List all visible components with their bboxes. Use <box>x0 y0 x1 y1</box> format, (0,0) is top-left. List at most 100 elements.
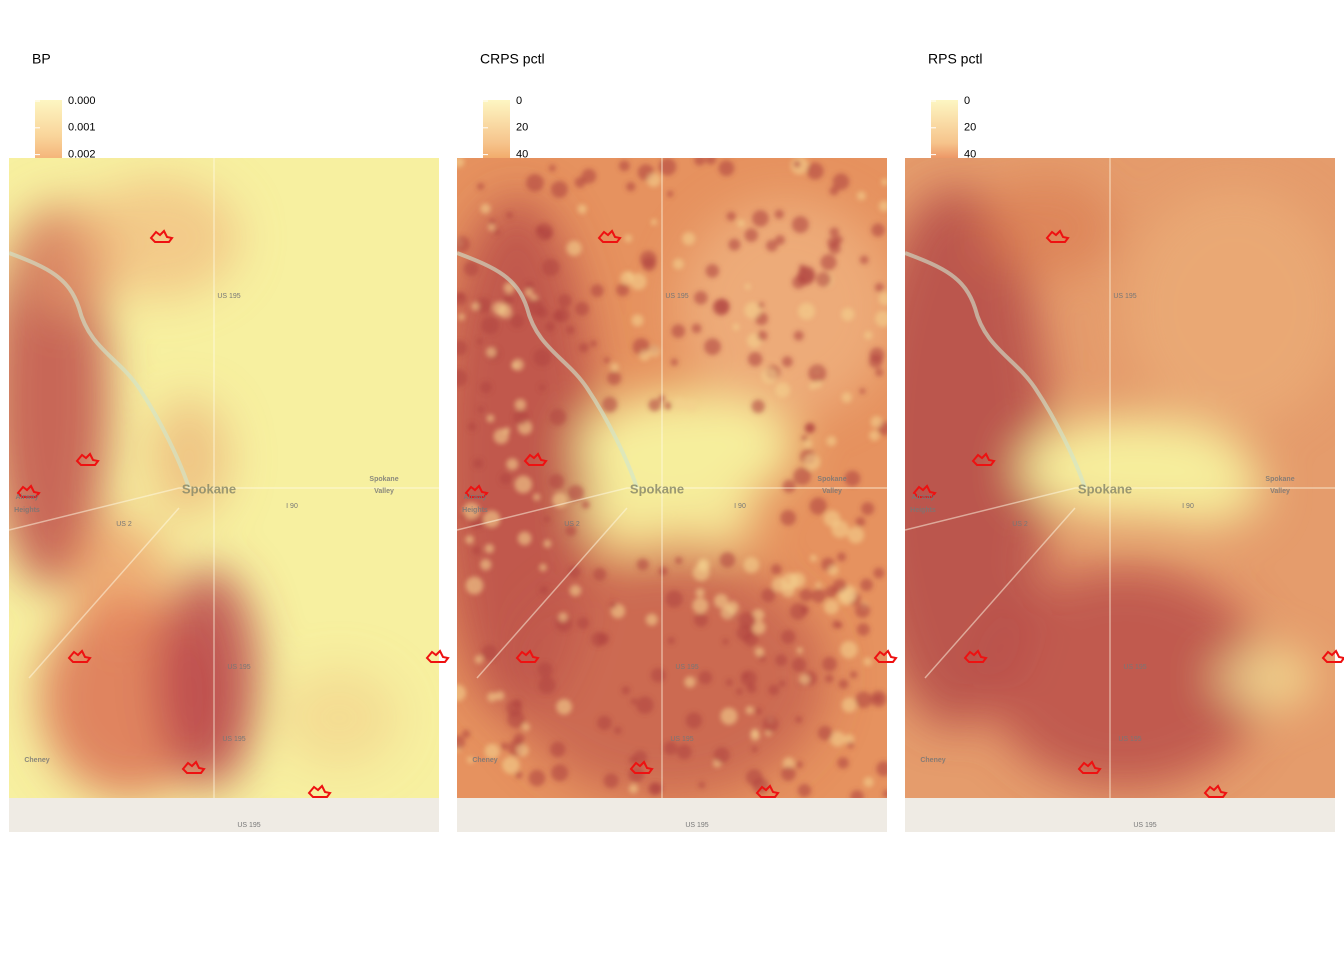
heat-speckle-dot <box>843 734 855 745</box>
map-label: Airway <box>464 494 487 501</box>
panel-title: RPS pctl <box>928 51 982 67</box>
heat-speckle-dot <box>860 578 873 592</box>
heat-speckle-dot <box>692 597 709 614</box>
heat-speckle-dot <box>665 590 683 608</box>
heat-speckle-dot <box>480 559 492 571</box>
heat-speckle-dot <box>841 307 855 321</box>
heat-speckle-dot <box>737 219 746 228</box>
heat-speckle-dot <box>551 764 569 782</box>
heat-speckle-dot <box>593 567 607 581</box>
heat-speckle-dot <box>538 384 546 391</box>
heat-speckle-dot <box>859 388 866 395</box>
heat-speckle-dot <box>535 226 544 234</box>
legend-label: 0.000 <box>68 95 96 107</box>
heat-speckle-dot <box>797 783 812 798</box>
heat-speckle-dot <box>857 623 870 636</box>
heat-speckle-dot <box>624 234 633 243</box>
heat-speckle-dot <box>782 757 795 770</box>
heat-speckle-dot <box>836 622 843 629</box>
heat-speckle-dot <box>774 234 785 245</box>
heat-speckle-dot <box>796 268 815 286</box>
heat-speckle-dot <box>830 731 846 747</box>
heat-speckle-dot <box>667 637 675 645</box>
map-label: US 195 <box>227 664 250 671</box>
heat-speckle-dot <box>670 358 679 366</box>
heat-speckle-dot <box>844 470 861 487</box>
heat-speckle-dot <box>645 613 658 626</box>
heat-speckle-dot <box>506 211 513 219</box>
heat-speckle-dot <box>648 782 662 796</box>
heat-speckle-dot <box>458 313 465 321</box>
fire-perimeter <box>1045 229 1070 243</box>
heat-speckle-dot <box>746 683 757 694</box>
heat-speckle-dot <box>780 509 796 526</box>
heat-speckle-dot <box>750 731 760 741</box>
heat-speckle-dot <box>514 399 527 411</box>
heat-speckle-dot <box>461 729 471 739</box>
heat-speckle-dot <box>533 348 552 367</box>
heat-speckle-dot <box>590 284 604 298</box>
fire-perimeter <box>425 649 450 663</box>
heat-speckle-dot <box>673 397 686 410</box>
heat-speckle-dot <box>793 330 804 341</box>
heat-speckle-dot <box>476 338 483 345</box>
heat-speckle-dot <box>646 173 661 188</box>
heat-speckle-dot <box>502 756 520 774</box>
map-label: Valley <box>374 488 394 495</box>
heat-speckle-dot <box>850 790 864 798</box>
heat-speckle-dot <box>814 380 823 388</box>
heat-speckle-dot <box>793 467 812 486</box>
heat-speckle <box>457 158 887 798</box>
heat-speckle-dot <box>628 756 637 765</box>
heat-speckle-dot <box>841 392 852 403</box>
heat-speckle-dot <box>567 565 581 579</box>
map-label: Spokane <box>1265 476 1294 483</box>
heat-speckle-dot <box>601 396 618 413</box>
heat-speckle-dot <box>639 350 651 361</box>
heat-speckle-dot <box>633 750 648 765</box>
heat-speckle-dot <box>566 240 582 256</box>
heat-speckle-dot <box>489 218 496 226</box>
heat-speckle-dot <box>761 367 778 384</box>
heat-speckle-dot <box>481 644 498 661</box>
heat-speckle-dot <box>495 691 505 701</box>
heat-speckle-dot <box>849 671 858 679</box>
heat-speckle-dot <box>517 531 532 546</box>
heat-speckle-dot <box>841 697 857 713</box>
heat-speckle-dot <box>472 458 484 469</box>
heat-speckle-dot <box>829 227 840 238</box>
heat-speckle-dot <box>745 769 763 786</box>
heat-speckle-dot <box>537 662 553 678</box>
heat-speckle-dot <box>801 435 808 442</box>
heat-speckle-dot <box>859 255 869 265</box>
fire-perimeter <box>16 484 41 498</box>
fire-perimeter <box>1077 760 1102 774</box>
heat-speckle-dot <box>626 271 633 278</box>
heat-speckle-dot <box>834 235 843 245</box>
heat-speckle-dot <box>799 674 810 685</box>
map-label: US 195 <box>1113 293 1136 300</box>
heat-speckle-dot <box>597 632 610 645</box>
heat-speckle-dot <box>516 744 529 757</box>
heat-blob <box>582 468 692 548</box>
heat-speckle-dot <box>800 605 810 615</box>
heat-speckle-dot <box>457 158 465 168</box>
heat-speckle-dot <box>460 513 467 520</box>
map-label: US 2 <box>116 521 132 528</box>
heat-speckle-dot <box>863 776 874 788</box>
heat-speckle-dot <box>590 340 597 348</box>
heat-speckle-dot <box>820 254 837 271</box>
heat-speckle-dot <box>524 288 534 297</box>
heat-speckle-dot <box>720 707 738 725</box>
heat-speckle-dot <box>663 401 672 410</box>
heat-speckle-dot <box>682 232 696 246</box>
heat-speckle-dot <box>616 283 630 297</box>
map-label: US 195 <box>670 736 693 743</box>
heat-blob <box>149 398 229 518</box>
heat-speckle-dot <box>855 516 866 527</box>
heat-speckle-dot <box>621 686 631 695</box>
heat-speckle-dot <box>685 712 703 729</box>
map-label: Heights <box>462 507 488 514</box>
map-label: US 195 <box>1133 822 1156 829</box>
heat-speckle-dot <box>694 612 708 627</box>
